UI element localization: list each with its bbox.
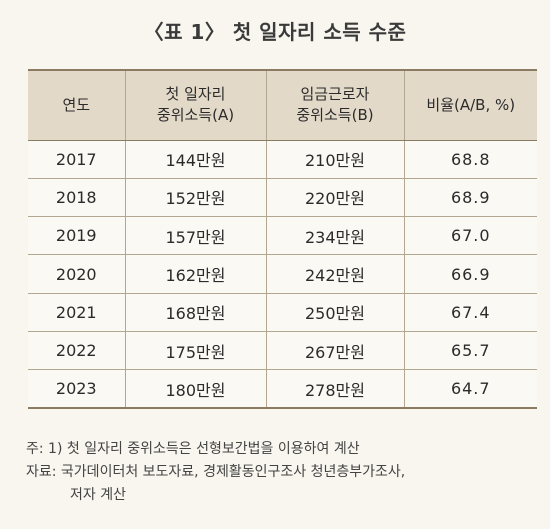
cell-ratio: 68.9 bbox=[403, 178, 537, 218]
source-line-continued: 저자 계산 bbox=[70, 487, 126, 503]
cell-first-job-median: 144만원 bbox=[124, 140, 266, 179]
cell-year: 2019 bbox=[28, 216, 125, 256]
table-notes: 주: 1) 첫 일자리 중위소득은 선형보간법을 이용하여 계산 자료: 국가데… bbox=[26, 438, 405, 507]
cell-year: 2020 bbox=[28, 254, 125, 294]
table-row: 2020 162만원 242만원 66.9 bbox=[28, 254, 537, 294]
header-first-job-median: 첫 일자리 중위소득(A) bbox=[124, 69, 266, 141]
cell-year: 2017 bbox=[28, 140, 125, 179]
cell-first-job-median: 152만원 bbox=[124, 178, 266, 218]
table-row: 2017 144만원 210만원 68.8 bbox=[28, 140, 537, 179]
table-row: 2019 157만원 234만원 67.0 bbox=[28, 216, 537, 256]
cell-first-job-median: 157만원 bbox=[124, 216, 266, 256]
header-wage-worker-line1: 임금근로자 bbox=[300, 85, 370, 104]
cell-first-job-median: 175만원 bbox=[124, 331, 266, 371]
cell-wage-worker-median: 234만원 bbox=[265, 216, 404, 256]
cell-year: 2018 bbox=[28, 178, 125, 218]
cell-year: 2021 bbox=[28, 293, 125, 332]
header-year: 연도 bbox=[28, 69, 125, 141]
cell-ratio: 67.0 bbox=[403, 216, 537, 256]
cell-ratio: 64.7 bbox=[403, 369, 537, 410]
cell-wage-worker-median: 267만원 bbox=[265, 331, 404, 371]
cell-ratio: 66.9 bbox=[403, 254, 537, 294]
cell-wage-worker-median: 242만원 bbox=[265, 254, 404, 294]
cell-wage-worker-median: 220만원 bbox=[265, 178, 404, 218]
header-ratio: 비율(A/B, %) bbox=[403, 69, 537, 141]
cell-ratio: 68.8 bbox=[403, 140, 537, 179]
table-row: 2018 152만원 220만원 68.9 bbox=[28, 178, 537, 218]
cell-wage-worker-median: 210만원 bbox=[265, 140, 404, 179]
header-first-job-line2: 중위소득(A) bbox=[156, 106, 235, 125]
header-wage-worker-median: 임금근로자 중위소득(B) bbox=[265, 69, 404, 141]
cell-ratio: 65.7 bbox=[403, 331, 537, 371]
note-line: 주: 1) 첫 일자리 중위소득은 선형보간법을 이용하여 계산 bbox=[26, 441, 360, 457]
cell-wage-worker-median: 278만원 bbox=[265, 369, 404, 410]
cell-first-job-median: 180만원 bbox=[124, 369, 266, 410]
header-year-label: 연도 bbox=[62, 95, 91, 114]
cell-year: 2023 bbox=[28, 369, 125, 410]
table-title: 〈표 1〉 첫 일자리 소득 수준 bbox=[143, 20, 407, 44]
table-row: 2022 175만원 267만원 65.7 bbox=[28, 331, 537, 371]
source-line: 자료: 국가데이터처 보도자료, 경제활동인구조사 청년층부가조사, bbox=[26, 464, 406, 480]
header-first-job-line1: 첫 일자리 bbox=[165, 85, 226, 104]
header-wage-worker-line2: 중위소득(B) bbox=[296, 106, 374, 125]
table-row: 2021 168만원 250만원 67.4 bbox=[28, 293, 537, 332]
cell-year: 2022 bbox=[28, 331, 125, 371]
income-table: 연도 첫 일자리 중위소득(A) 임금근로자 중위소득(B) 비율(A/B, %… bbox=[28, 69, 537, 410]
table-header-row: 연도 첫 일자리 중위소득(A) 임금근로자 중위소득(B) 비율(A/B, %… bbox=[28, 69, 537, 141]
cell-first-job-median: 162만원 bbox=[124, 254, 266, 294]
cell-ratio: 67.4 bbox=[403, 293, 537, 332]
cell-wage-worker-median: 250만원 bbox=[265, 293, 404, 332]
table-row: 2023 180만원 278만원 64.7 bbox=[28, 369, 537, 410]
cell-first-job-median: 168만원 bbox=[124, 293, 266, 332]
header-ratio-label: 비율(A/B, %) bbox=[426, 95, 516, 114]
